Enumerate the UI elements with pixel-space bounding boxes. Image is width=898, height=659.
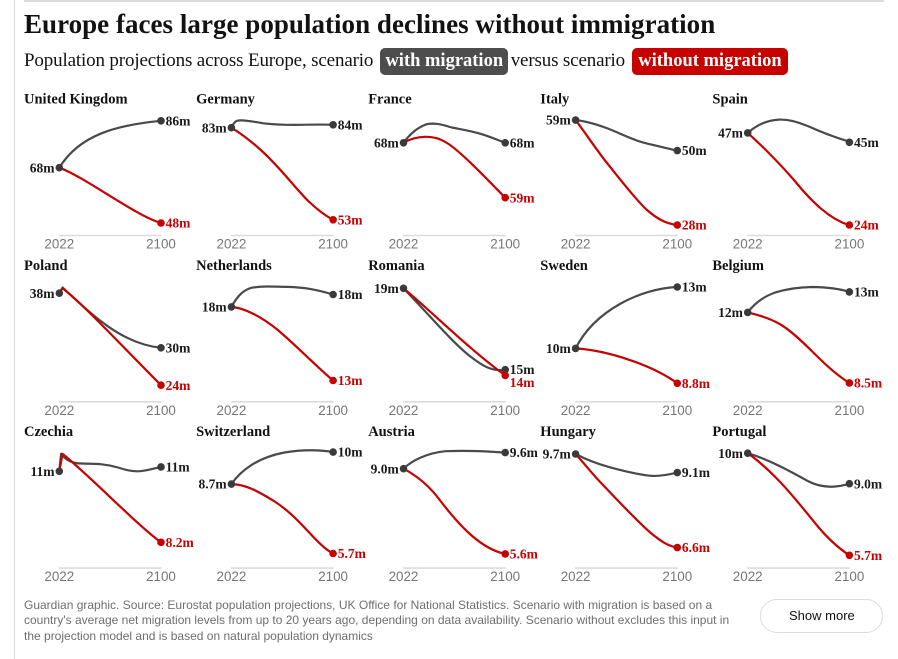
svg-text:2100: 2100 [490,569,520,584]
svg-text:2100: 2100 [318,403,348,418]
svg-text:Czechia: Czechia [24,424,74,440]
svg-text:2022: 2022 [217,569,247,584]
svg-text:Spain: Spain [712,92,747,108]
svg-text:68m: 68m [510,135,536,150]
svg-text:45m: 45m [854,135,880,150]
svg-text:Portugal: Portugal [712,424,766,440]
svg-text:2022: 2022 [389,237,419,252]
svg-text:2022: 2022 [217,403,247,418]
svg-text:9.7m: 9.7m [543,447,572,462]
svg-text:2100: 2100 [146,403,176,418]
svg-text:13m: 13m [682,280,708,295]
svg-text:8.2m: 8.2m [166,535,195,550]
svg-text:24m: 24m [166,378,192,393]
svg-text:2100: 2100 [662,569,692,584]
svg-text:2022: 2022 [733,569,763,584]
svg-text:2100: 2100 [146,237,176,252]
svg-text:13m: 13m [854,285,880,300]
svg-text:Hungary: Hungary [540,424,596,440]
svg-text:53m: 53m [338,212,364,227]
svg-text:59m: 59m [546,113,572,128]
svg-text:6.6m: 6.6m [682,540,711,555]
svg-text:15m: 15m [510,362,536,377]
svg-text:38m: 38m [30,286,56,301]
svg-text:Netherlands: Netherlands [196,258,272,274]
svg-text:2100: 2100 [662,403,692,418]
svg-text:28m: 28m [682,218,708,233]
svg-text:2100: 2100 [835,569,865,584]
svg-text:68m: 68m [374,135,400,150]
svg-text:2100: 2100 [490,237,520,252]
svg-text:10m: 10m [338,445,364,460]
svg-text:18m: 18m [338,287,364,302]
svg-text:13m: 13m [338,373,364,388]
svg-text:2022: 2022 [561,403,591,418]
svg-text:5.6m: 5.6m [510,547,539,562]
svg-text:2022: 2022 [561,237,591,252]
svg-text:30m: 30m [166,340,192,355]
svg-text:83m: 83m [202,120,228,135]
svg-text:59m: 59m [510,190,536,205]
svg-text:8.7m: 8.7m [198,477,227,492]
svg-text:84m: 84m [338,117,364,132]
svg-text:50m: 50m [682,143,708,158]
svg-text:8.8m: 8.8m [682,376,711,391]
svg-text:9.1m: 9.1m [682,465,711,480]
svg-text:2022: 2022 [44,237,74,252]
svg-text:19m: 19m [374,281,400,296]
svg-text:9.6m: 9.6m [510,445,539,460]
svg-text:2022: 2022 [561,569,591,584]
svg-text:11m: 11m [30,464,55,479]
svg-text:Romania: Romania [368,258,425,274]
svg-text:2022: 2022 [44,569,74,584]
svg-text:24m: 24m [854,218,880,233]
svg-text:2100: 2100 [835,403,865,418]
svg-text:2022: 2022 [389,569,419,584]
svg-text:18m: 18m [202,300,228,315]
svg-text:9.0m: 9.0m [854,476,883,491]
svg-text:Italy: Italy [540,92,570,108]
svg-text:2022: 2022 [389,403,419,418]
svg-text:47m: 47m [718,126,744,141]
svg-text:2100: 2100 [146,569,176,584]
svg-text:2100: 2100 [835,237,865,252]
svg-text:12m: 12m [718,305,744,320]
svg-text:2100: 2100 [318,569,348,584]
svg-text:10m: 10m [546,341,572,356]
svg-text:Poland: Poland [24,258,68,274]
svg-text:2100: 2100 [662,237,692,252]
svg-text:14m: 14m [510,375,536,390]
svg-text:France: France [368,92,412,108]
svg-text:Belgium: Belgium [712,258,764,274]
svg-text:Switzerland: Switzerland [196,424,270,440]
svg-text:5.7m: 5.7m [338,546,367,561]
svg-text:68m: 68m [30,160,56,175]
svg-text:9.0m: 9.0m [371,461,400,476]
svg-text:United Kingdom: United Kingdom [24,92,128,108]
svg-text:10m: 10m [718,446,744,461]
svg-text:Germany: Germany [196,92,256,108]
svg-text:11m: 11m [166,460,191,475]
svg-text:Sweden: Sweden [540,258,588,274]
svg-text:2022: 2022 [733,403,763,418]
svg-text:5.7m: 5.7m [854,548,883,563]
svg-text:86m: 86m [166,113,192,128]
svg-text:2022: 2022 [733,237,763,252]
svg-text:Austria: Austria [368,424,415,440]
svg-text:2100: 2100 [318,237,348,252]
svg-text:8.5m: 8.5m [854,376,883,391]
svg-text:48m: 48m [166,216,192,231]
svg-text:2022: 2022 [217,237,247,252]
svg-text:2100: 2100 [490,403,520,418]
svg-text:2022: 2022 [44,403,74,418]
